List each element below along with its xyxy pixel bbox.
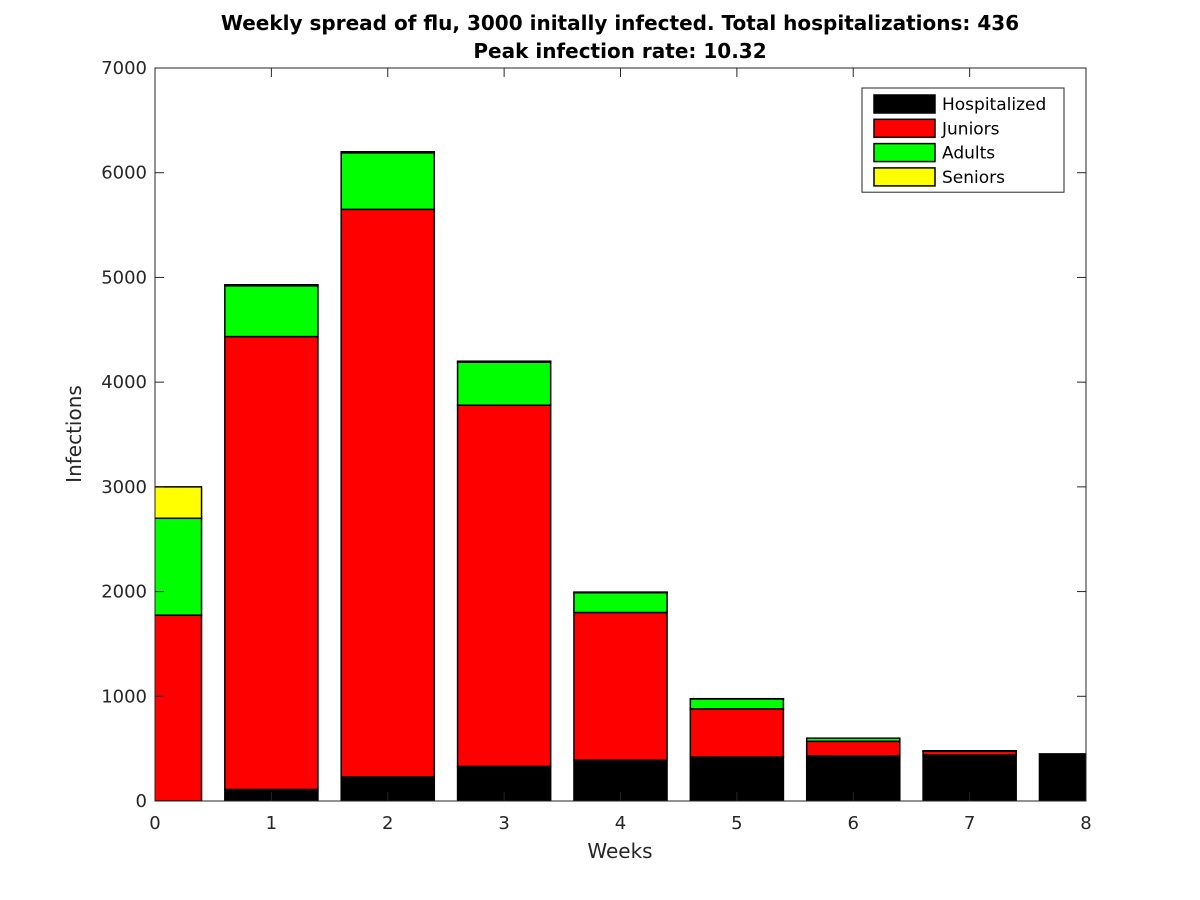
y-tick-label: 5000 bbox=[101, 267, 147, 288]
bar-segment-adults-week-6 bbox=[805, 737, 901, 743]
bar-segment-adults-week-5 bbox=[689, 698, 785, 710]
chart-subtitle: Peak infection rate: 10.32 bbox=[473, 39, 766, 63]
y-tick-label: 6000 bbox=[101, 163, 147, 184]
bar-segment-adults-week-0 bbox=[155, 517, 203, 616]
bar-segment-seniors-week-0 bbox=[155, 486, 203, 520]
legend-label-adults: Adults bbox=[942, 144, 995, 164]
legend-swatch-hospitalized bbox=[873, 94, 936, 114]
x-tick-label: 1 bbox=[266, 813, 277, 834]
bar-segment-seniors-week-2 bbox=[340, 151, 436, 154]
x-tick-label: 2 bbox=[382, 813, 393, 834]
bar-segment-juniors-week-3 bbox=[456, 404, 552, 768]
legend-label-juniors: Juniors bbox=[941, 119, 1000, 139]
bar-segment-adults-week-7 bbox=[922, 749, 1017, 753]
bar-segment-seniors-week-1 bbox=[224, 284, 319, 287]
legend-swatch-juniors bbox=[873, 118, 936, 139]
x-tick-label: 6 bbox=[848, 813, 859, 834]
bar-segment-juniors-week-0 bbox=[155, 614, 203, 801]
bar-segment-adults-week-2 bbox=[340, 152, 436, 211]
legend-label-hospitalized: Hospitalized bbox=[942, 95, 1046, 115]
bars-layer bbox=[155, 151, 1086, 801]
y-tick-label: 0 bbox=[136, 791, 147, 812]
y-tick-label: 1000 bbox=[101, 686, 147, 707]
legend-swatch-seniors bbox=[873, 167, 936, 187]
legend: Hospitalized Juniors Adults Seniors bbox=[861, 87, 1065, 193]
y-tick-label: 2000 bbox=[101, 582, 147, 603]
y-tick-label: 3000 bbox=[101, 477, 147, 498]
legend-label-seniors: Seniors bbox=[942, 168, 1005, 188]
bar-segment-juniors-week-4 bbox=[573, 611, 668, 761]
x-axis-label: Weeks bbox=[587, 839, 652, 863]
y-tick-label: 4000 bbox=[101, 372, 147, 393]
chart-title: Weekly spread of flu, 3000 initally infe… bbox=[221, 11, 1019, 35]
bar-segment-juniors-week-1 bbox=[224, 335, 319, 791]
x-tick-label: 8 bbox=[1080, 813, 1091, 834]
bar-segment-seniors-week-4 bbox=[573, 591, 668, 594]
bar-segment-juniors-week-5 bbox=[689, 708, 785, 758]
bar-segment-adults-week-3 bbox=[456, 361, 552, 406]
x-tick-label: 3 bbox=[498, 813, 509, 834]
bar-segment-adults-week-1 bbox=[224, 285, 319, 338]
bar-segment-seniors-week-3 bbox=[456, 360, 552, 363]
bar-segment-hospitalized-week-8 bbox=[1038, 753, 1086, 801]
bar-segment-adults-week-4 bbox=[573, 591, 668, 614]
x-tick-label: 4 bbox=[615, 813, 626, 834]
ticks-layer: 0 1 2 3 4 5 6 7 8 0 1000 2000 3000 4000 5000 6000 7000 bbox=[101, 58, 1092, 834]
x-tick-label: 0 bbox=[149, 813, 160, 834]
bar-segment-juniors-week-2 bbox=[340, 208, 436, 778]
bar-segment-juniors-week-6 bbox=[805, 740, 901, 757]
y-tick-label: 7000 bbox=[101, 58, 147, 79]
x-tick-label: 7 bbox=[964, 813, 975, 834]
y-axis-label: Infections bbox=[62, 385, 86, 483]
legend-swatch-adults bbox=[873, 142, 936, 163]
x-tick-label: 5 bbox=[731, 813, 742, 834]
